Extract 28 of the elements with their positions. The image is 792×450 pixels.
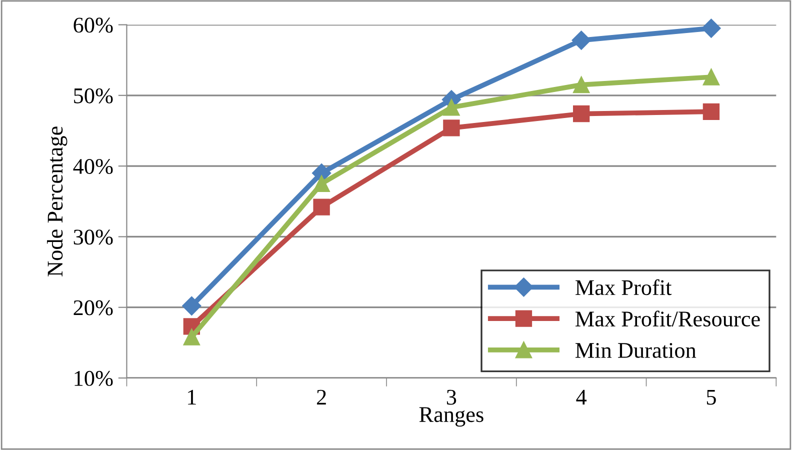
x-tick-label: 3 — [446, 390, 456, 405]
point — [572, 76, 590, 94]
point — [443, 99, 460, 116]
point — [572, 30, 591, 50]
y-tick-label: 40% — [73, 158, 113, 174]
y-tick-label: 50% — [74, 88, 113, 104]
x-tick-label: 1 — [188, 390, 196, 405]
y-tick-label: 30% — [74, 230, 113, 245]
point — [572, 105, 590, 122]
legend-label: Max Profit/Resource — [575, 310, 760, 327]
x-tick-label: 2 — [316, 390, 326, 405]
point — [183, 328, 200, 346]
point — [182, 296, 202, 316]
legend-label: Min Duration — [575, 342, 696, 358]
x-axis-title: Ranges — [419, 407, 484, 427]
point — [702, 18, 721, 38]
point — [443, 120, 460, 136]
point — [702, 103, 720, 120]
point — [313, 175, 330, 192]
point — [313, 198, 330, 216]
x-tick-label: 4 — [576, 390, 587, 405]
y-tick-label: 10% — [74, 370, 113, 386]
x-tick-label: 5 — [706, 390, 716, 405]
y-tick-label: 20% — [74, 300, 113, 316]
y-tick-label: 60% — [74, 18, 113, 33]
point — [702, 68, 720, 86]
y-axis-title: Node Percentage — [47, 126, 68, 276]
legend-label: Max Profit — [575, 279, 672, 296]
